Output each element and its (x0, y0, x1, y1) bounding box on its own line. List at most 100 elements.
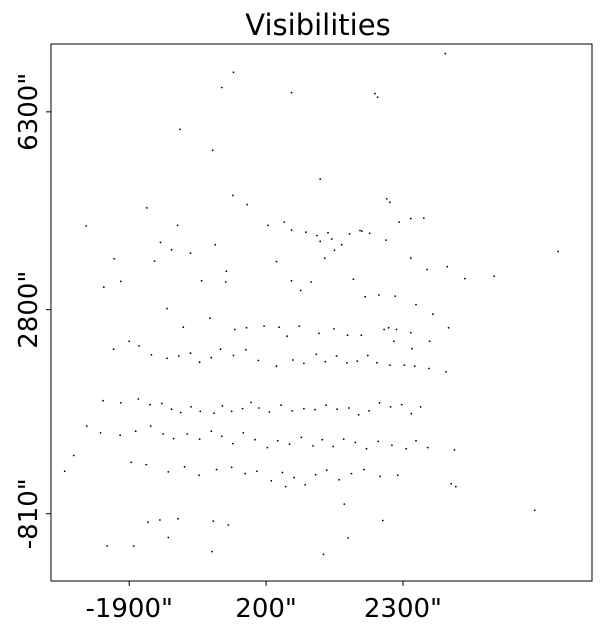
data-point (357, 413, 360, 416)
data-point (138, 345, 140, 347)
data-point (167, 471, 170, 473)
data-point (409, 217, 412, 220)
data-point (263, 325, 265, 327)
data-point (149, 403, 152, 406)
data-point (290, 91, 293, 94)
data-point (379, 475, 382, 478)
data-point (368, 410, 370, 412)
data-point (322, 553, 325, 556)
y-tick-label: 2800" (14, 271, 44, 349)
data-point (113, 257, 116, 260)
data-point (450, 482, 453, 485)
data-points (63, 52, 559, 556)
data-point (396, 474, 399, 477)
data-point (159, 241, 162, 244)
data-point (257, 359, 260, 362)
data-point (387, 326, 390, 329)
data-point (405, 447, 408, 450)
data-point (256, 470, 258, 473)
data-point (241, 407, 244, 410)
data-point (393, 340, 395, 343)
data-point (376, 96, 379, 98)
data-point (145, 463, 148, 466)
data-point (299, 289, 302, 292)
data-point (167, 536, 170, 539)
data-point (212, 520, 215, 522)
data-point (352, 278, 355, 280)
data-point (350, 472, 353, 475)
data-point (242, 432, 245, 434)
data-point (314, 473, 317, 476)
data-point (323, 257, 326, 260)
data-point (426, 446, 429, 449)
data-point (266, 446, 269, 449)
data-point (394, 295, 397, 297)
x-tick-label: -1900" (85, 594, 173, 624)
data-point (305, 231, 307, 234)
plot-frame (50, 43, 593, 582)
data-point (209, 317, 211, 320)
data-point (324, 360, 327, 363)
y-tick-label: -810" (14, 478, 44, 549)
data-point (268, 411, 271, 413)
data-point (428, 367, 430, 370)
x-tick-label: 200" (235, 594, 297, 624)
data-point (72, 454, 75, 457)
data-point (145, 207, 148, 209)
data-point (233, 328, 236, 331)
data-point (162, 433, 165, 435)
data-point (310, 281, 312, 283)
data-point (186, 433, 189, 435)
data-point (245, 348, 247, 351)
data-point (244, 472, 247, 475)
data-point (214, 243, 217, 246)
data-point (288, 443, 291, 446)
data-point (391, 444, 393, 447)
data-point (327, 231, 329, 234)
data-point (170, 408, 173, 411)
data-point (428, 340, 431, 343)
data-point (376, 361, 378, 364)
data-point (291, 359, 294, 361)
data-point (199, 410, 202, 413)
data-point (176, 224, 179, 227)
data-point (232, 354, 235, 357)
data-point (198, 474, 200, 477)
data-point (338, 478, 340, 481)
data-point (346, 361, 348, 364)
data-point (119, 280, 122, 283)
data-point (419, 406, 422, 408)
data-point (315, 353, 318, 356)
data-point (270, 480, 273, 482)
data-point (403, 364, 406, 366)
data-point (179, 411, 182, 414)
data-point (189, 252, 192, 255)
data-point (413, 365, 416, 368)
data-point (314, 408, 316, 411)
data-point (316, 234, 318, 237)
data-point (246, 203, 249, 206)
data-point (348, 407, 350, 409)
data-point (232, 442, 234, 445)
data-point (360, 334, 363, 336)
data-point (190, 406, 193, 408)
data-point (374, 92, 376, 95)
data-point (290, 229, 293, 231)
data-point (177, 517, 180, 520)
data-point (533, 509, 536, 512)
data-point (250, 401, 253, 404)
data-point (290, 279, 293, 282)
data-point (557, 250, 559, 253)
data-point (335, 355, 338, 357)
data-point (368, 232, 371, 235)
data-point (166, 307, 168, 310)
data-point (333, 328, 335, 330)
data-point (454, 485, 457, 488)
data-point (245, 326, 248, 329)
data-point (275, 365, 278, 368)
data-point (227, 524, 230, 526)
data-point (409, 257, 412, 260)
data-point (283, 221, 286, 224)
data-point (170, 248, 173, 251)
